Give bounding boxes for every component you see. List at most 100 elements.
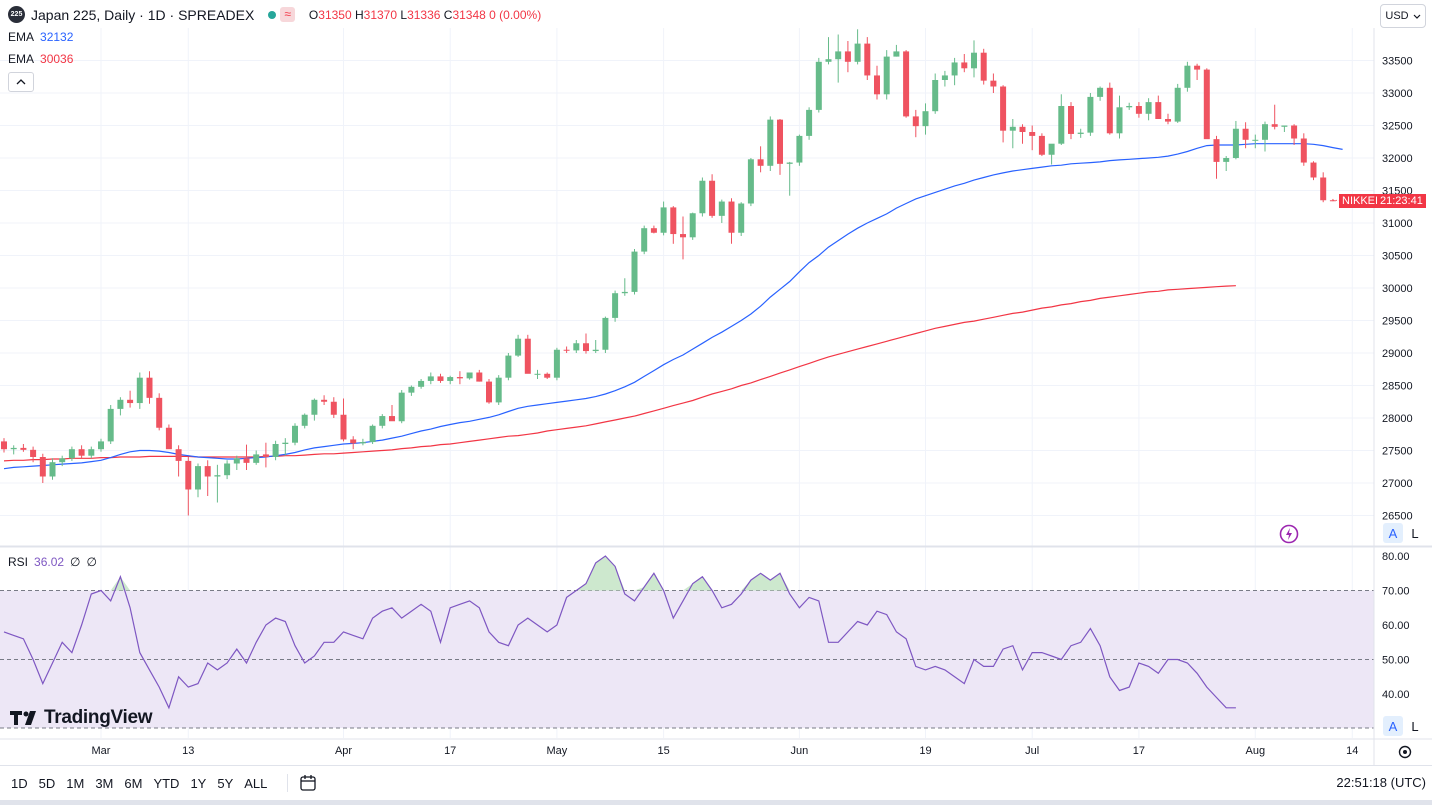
candle-body	[447, 377, 454, 381]
candle-body	[117, 399, 124, 409]
candle-body	[1203, 69, 1210, 140]
candle-body	[1184, 65, 1191, 88]
candle-body	[39, 457, 46, 477]
market-status[interactable]: ≈	[268, 7, 295, 22]
period-button-1d[interactable]: 1D	[11, 775, 28, 791]
candle-body	[1232, 128, 1239, 158]
candle-body	[806, 109, 813, 136]
candle-body	[1106, 87, 1113, 134]
candle-body	[1165, 119, 1171, 122]
candle-body	[311, 399, 318, 415]
candle-body	[1223, 158, 1230, 162]
tradingview-logo[interactable]: TradingView	[10, 707, 153, 729]
log-scale-button[interactable]: L	[1411, 525, 1419, 541]
candle-body	[874, 75, 880, 95]
candle-body	[418, 380, 425, 387]
period-button-all[interactable]: ALL	[244, 775, 268, 791]
candle-body	[1194, 65, 1201, 70]
candle-body	[1116, 107, 1123, 134]
candle-body	[1310, 162, 1317, 178]
candle-body	[1291, 125, 1298, 139]
candle-body	[185, 460, 192, 490]
ema-label: EMA	[8, 30, 35, 44]
candle-body	[292, 425, 298, 443]
axes: 26500 27000 27500 28000 28500 29000 29500 30000…	[0, 28, 1432, 766]
candle-body	[553, 349, 560, 378]
candle-body	[369, 425, 376, 443]
tradingview-logo-text: TradingView	[44, 707, 153, 728]
candle-body	[786, 162, 793, 164]
ema-value: 32132	[40, 30, 74, 44]
ema-legend-1[interactable]: EMA 32132	[8, 30, 73, 44]
candle-body	[767, 119, 774, 166]
price-tick-label: 30000	[1382, 283, 1413, 295]
candle-body	[980, 52, 987, 81]
candle-body	[1009, 126, 1016, 131]
date-range-icon[interactable]	[298, 773, 318, 793]
time-tick-label: Jun	[791, 745, 809, 757]
candle-body	[718, 201, 725, 216]
candle-body	[379, 416, 386, 426]
candle-body	[922, 111, 929, 127]
candle-body	[1048, 143, 1055, 155]
rsi-pane	[0, 555, 1374, 729]
candle-body	[456, 377, 463, 379]
candle-body	[1019, 126, 1026, 132]
candle-body	[1252, 139, 1259, 141]
candle-body	[78, 449, 85, 456]
settings-icon[interactable]	[1397, 744, 1413, 760]
candle-body	[951, 62, 958, 76]
candle-body	[437, 376, 444, 381]
candle-body	[602, 317, 609, 350]
candle-body	[243, 458, 250, 463]
candle-body	[563, 349, 570, 351]
rsi-legend[interactable]: RSI 36.02 ∅ ∅	[8, 555, 97, 569]
period-button-5d[interactable]: 5D	[38, 775, 56, 791]
candle-body	[59, 458, 66, 463]
rsi-line	[3, 555, 1236, 710]
candle-body	[893, 51, 900, 57]
ema-label: EMA	[8, 52, 35, 66]
period-button-1m[interactable]: 1M	[66, 775, 85, 791]
period-button-ytd[interactable]: YTD	[153, 775, 180, 791]
candle-body	[156, 397, 163, 428]
period-button-5y[interactable]: 5Y	[217, 775, 234, 791]
candle-body	[165, 427, 172, 450]
candle-body	[524, 338, 531, 374]
candle-body	[1097, 87, 1104, 97]
candle-body	[1135, 106, 1142, 114]
candle-body	[854, 43, 861, 62]
candle-body	[699, 180, 706, 214]
rsi-tick-label: 40.00	[1382, 689, 1410, 701]
candle-body	[1271, 124, 1278, 127]
rsi-log-scale-button[interactable]: L	[1411, 718, 1419, 734]
symbol-legend: 225 Japan 225, Daily · 1D · SPREADEX ≈ O…	[8, 6, 541, 23]
candle-body	[301, 414, 308, 426]
rsi-auto-scale-button[interactable]: A	[1383, 716, 1403, 736]
candle-body	[1213, 139, 1220, 162]
candle-body	[912, 116, 919, 127]
candle-body	[864, 43, 871, 76]
clock-utc[interactable]: 22:51:18 (UTC)	[1336, 775, 1426, 790]
rsi-tick-label: 50.00	[1382, 655, 1410, 667]
collapse-legend-button[interactable]	[8, 72, 34, 92]
price-tick-label: 27500	[1382, 446, 1413, 458]
currency-selector[interactable]: USD	[1380, 4, 1426, 28]
auto-scale-button[interactable]: A	[1383, 523, 1403, 543]
period-button-3m[interactable]: 3M	[95, 775, 114, 791]
price-tick-label: 28000	[1382, 413, 1413, 425]
symbol-title[interactable]: Japan 225, Daily · 1D · SPREADEX	[31, 6, 255, 23]
flash-icon[interactable]	[1279, 524, 1299, 544]
candle-body	[796, 135, 803, 163]
price-tick-label: 30500	[1382, 251, 1413, 263]
price-tick-label: 32000	[1382, 153, 1413, 165]
countdown-tag: 21:23:41	[1377, 194, 1426, 208]
candle-body	[127, 399, 134, 404]
period-button-6m[interactable]: 6M	[124, 775, 143, 791]
period-button-1y[interactable]: 1Y	[190, 775, 207, 791]
candle-body	[321, 399, 328, 402]
symbol-badge[interactable]: 225	[8, 6, 25, 23]
candle-body	[612, 293, 619, 318]
ema-legend-2[interactable]: EMA 30036	[8, 52, 73, 66]
